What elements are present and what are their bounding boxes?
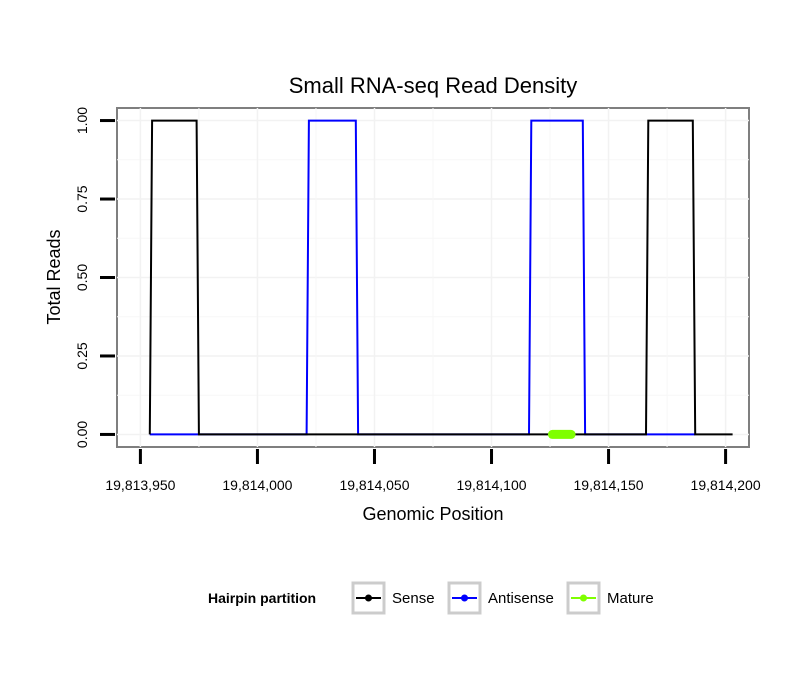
legend-item-mature: Mature — [566, 581, 654, 615]
y-axis: 0.00 0.25 0.50 0.75 1.00 — [74, 107, 115, 448]
y-axis-label: Total Reads — [44, 229, 64, 324]
y-tick-label: 0.50 — [74, 264, 90, 291]
y-tick-label: 0.00 — [74, 421, 90, 448]
y-tick-label: 1.00 — [74, 107, 90, 134]
legend-label-mature: Mature — [607, 590, 654, 607]
x-tick-label: 19,814,050 — [339, 477, 409, 493]
legend-label-sense: Sense — [392, 590, 435, 607]
y-tick-label: 0.75 — [74, 185, 90, 212]
legend-item-sense: Sense — [351, 581, 435, 615]
legend-title: Hairpin partition — [208, 590, 316, 606]
x-tick-label: 19,814,000 — [222, 477, 292, 493]
legend-point-antisense — [461, 594, 468, 602]
legend-label-antisense: Antisense — [488, 590, 554, 607]
x-tick-label: 19,814,150 — [574, 477, 644, 493]
y-tick-label: 0.25 — [74, 342, 90, 369]
series-line-sense — [148, 119, 733, 436]
legend-item-antisense: Antisense — [447, 581, 554, 615]
legend: Hairpin partition Sense Antisense Mature — [208, 581, 654, 615]
x-tick-label: 19,814,100 — [456, 477, 526, 493]
x-tick-label: 19,813,950 — [105, 477, 175, 493]
series-layer — [148, 119, 733, 439]
legend-point-mature — [580, 594, 587, 602]
chart-title: Small RNA-seq Read Density — [289, 73, 578, 98]
x-tick-label: 19,814,200 — [691, 477, 761, 493]
legend-point-sense — [365, 594, 372, 602]
x-axis-label: Genomic Position — [362, 504, 503, 524]
x-axis: 19,813,950 19,814,000 19,814,050 19,814,100… — [105, 449, 761, 493]
